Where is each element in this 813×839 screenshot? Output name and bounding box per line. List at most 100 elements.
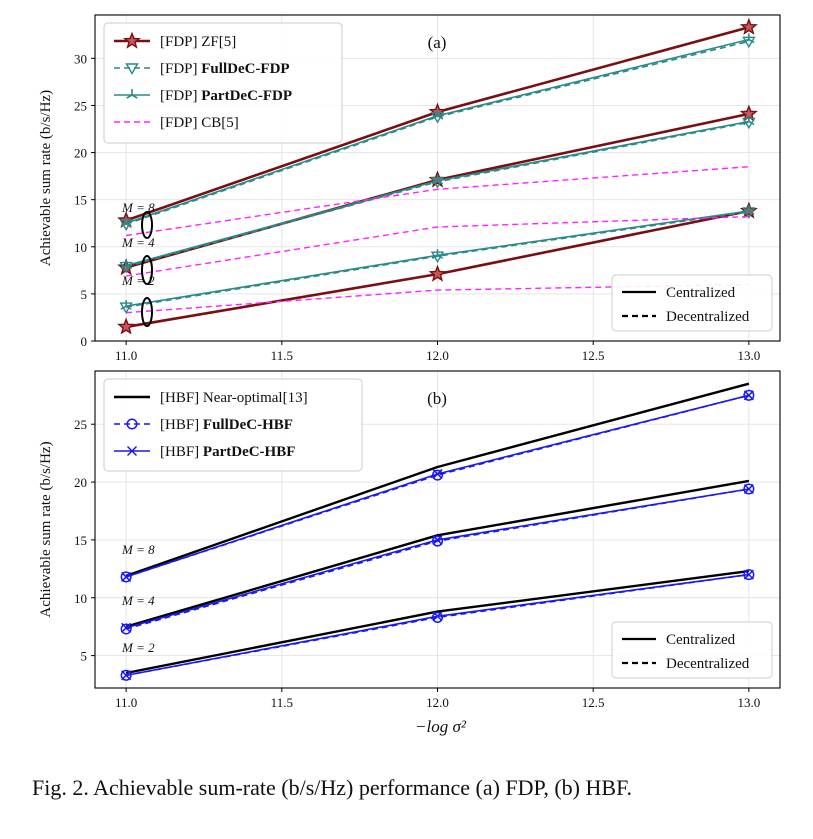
data-point-part-m2 [431,249,444,259]
data-point-part-m4-arm [437,180,444,185]
data-point-part-m4 [743,115,755,126]
legend-label-decentralized: Decentralized [666,656,750,672]
y-tick-label: 20 [74,475,87,490]
data-point-part-m4-arm [120,264,127,270]
legend-label: [FDP] PartDeC-FDP [160,88,292,104]
data-point-part-m8-arm [125,222,132,227]
x-tick-label: 11.5 [271,695,293,710]
legend-box [103,22,343,144]
y-tick-label: 10 [74,591,87,606]
data-point-part-m2-arm [748,210,755,215]
y-tick-label: 15 [74,533,87,548]
legend-label: [FDP] FullDeC-FDP [160,61,290,77]
legend-label-centralized: Centralized [666,285,736,301]
x-axis-label: −log σ² [415,717,467,736]
legend-prefix: [HBF] [160,444,203,460]
data-point-hbfpart-m4-stroke [121,622,132,633]
data-point-part-m2-arm [431,254,438,259]
m-annotation-label: M = 8 [121,542,155,557]
x-tick-label: 12.0 [426,695,449,710]
data-point-hbfpart-m8 [121,571,132,582]
x-tick-label: 12.5 [582,695,605,710]
y-tick-label: 10 [74,240,87,255]
legend-label: [HBF] Near-optimal[13] [160,390,308,406]
data-point-hbffull-m8 [120,571,132,583]
data-point-part-m2-arm [120,305,127,310]
data-point-part-m4 [120,259,132,270]
x-tick-label: 11.0 [115,695,137,710]
legend-label: [HBF] PartDeC-HBF [160,444,295,460]
data-point-zf-m8 [739,17,758,35]
y-tick-label: 30 [74,51,87,66]
series-line-full-m2 [125,211,750,308]
legend-name: Near-optimal[13] [203,390,308,406]
y-tick-label: 25 [74,98,87,113]
data-point-hbfpart-m2-stroke [121,670,132,681]
group-ellipse [141,255,153,285]
data-point-part-m8 [743,33,755,44]
figure-caption: Fig. 2. Achievable sum-rate (b/s/Hz) per… [32,775,633,800]
chart-panel-b: 11.0 11.5 12.0 12.5 13.0 5 10 15 20 25 Achievable … [38,370,781,736]
legend-name: CB[5] [201,115,239,131]
data-point-hbffull-m2 [120,669,132,681]
x-tick-label: 12.0 [426,348,449,363]
data-point-part-m8 [120,217,132,227]
y-tick-label: 5 [81,649,88,664]
data-point-hbfpart-m8-stroke [432,468,443,479]
series-line-near-m4 [125,479,750,628]
x-tick-label: 12.5 [582,348,605,363]
y-tick-label: 5 [81,287,88,302]
plot-frame [94,14,781,342]
data-point-hbfpart-m2-stroke [743,569,754,580]
data-point-hbfpart-m4 [743,483,754,495]
data-point-part-m4 [431,174,444,185]
data-point-part-m8-arm [431,115,438,120]
series-line-near-m2 [125,569,750,675]
y-tick-label: 25 [74,417,87,432]
legend-marker-zf [123,31,141,49]
data-point-hbfpart-m8 [432,468,443,479]
y-axis-label: Achievable sum rate (b/s/Hz) [38,441,54,617]
series-line-full-m8 [125,40,750,225]
plot-frame [94,370,781,689]
legend-label-decentralized: Decentralized [666,309,750,325]
legend-marker-hbfpart [126,445,138,457]
panel-label: (a) [428,33,447,52]
series-line-full-m4 [125,121,750,268]
y-axis-label: Achievable sum rate (b/s/Hz) [38,90,54,266]
x-tick-label: 11.0 [115,348,137,363]
legend-prefix: [FDP] [160,115,201,131]
legend-name: PartDeC-FDP [201,88,292,104]
data-point-zf-m2 [117,317,136,335]
legend-name: ZF[5] [201,34,236,50]
data-point-part-m2-arm [125,305,132,310]
legend-marker-part-arm [131,94,138,99]
legend-label-centralized: Centralized [666,632,736,648]
group-ellipse [141,211,153,239]
x-tick-label: 13.0 [737,695,760,710]
data-point-part-m4-arm [743,120,750,126]
data-point-hbfpart-m8-stroke [743,390,754,401]
data-point-hbffull-m8 [743,389,755,401]
legend-label: [HBF] FullDeC-HBF [160,417,293,433]
data-point-hbfpart-m8 [743,390,754,401]
x-tick-label: 11.5 [271,348,293,363]
x-tick-label: 13.0 [737,348,760,363]
legend-marker-part-arm [126,94,133,99]
legend-name: FullDeC-HBF [203,417,293,433]
legend-prefix: [FDP] [160,34,201,50]
legend-prefix: [HBF] [160,417,203,433]
legend-marker-part [126,89,138,99]
y-tick-label: 20 [74,146,87,161]
legend-name: FullDeC-FDP [201,61,289,77]
data-point-hbfpart-m8-stroke [121,571,132,582]
legend-prefix: [FDP] [160,88,201,104]
data-point-hbfpart-m2-stroke [432,611,443,622]
series-line-near-m8 [125,382,750,577]
data-point-part-m2-arm [437,254,444,259]
panel-label: (b) [427,389,447,408]
data-point-part-m4-arm [125,264,132,270]
legend-box [103,378,363,472]
data-point-hbfpart-m4-stroke [432,534,443,545]
data-point-part-m2-arm [743,210,750,215]
